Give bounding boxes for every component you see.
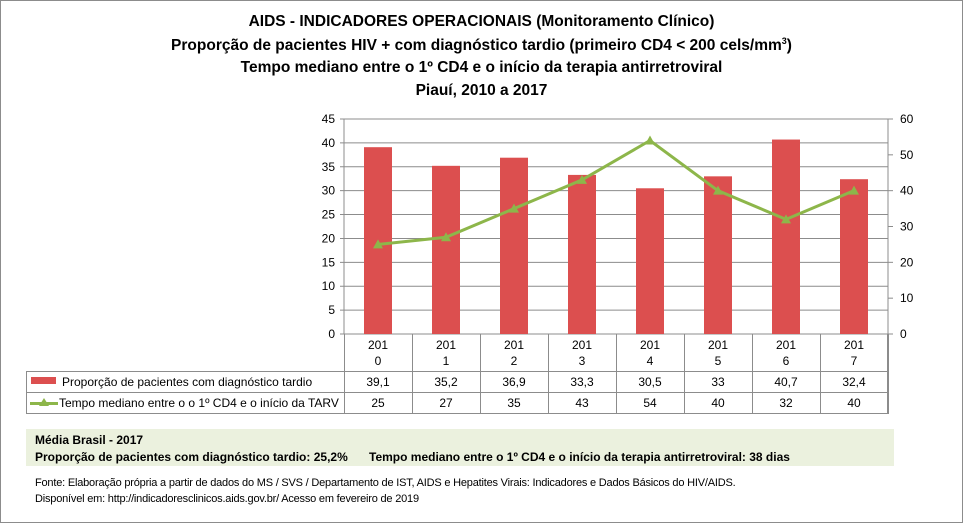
- y-left-tick-label: 40: [322, 136, 336, 150]
- y-right-tick-label: 20: [900, 255, 914, 269]
- bar-value: 39,1: [366, 375, 390, 389]
- chart-subtitle: Proporção de pacientes HIV + com diagnós…: [1, 36, 962, 55]
- line-marker: [441, 232, 451, 242]
- col-divider: [684, 334, 685, 414]
- bar-value: 40,7: [774, 375, 798, 389]
- col-divider: [412, 334, 413, 414]
- line-series: [377, 138, 855, 246]
- bar: [568, 174, 596, 334]
- y-right-tick-label: 60: [900, 112, 914, 126]
- bar-value: 33,3: [570, 375, 594, 389]
- bar-value: 32,4: [842, 375, 866, 389]
- line-value: 32: [779, 396, 793, 410]
- chart-subtitle-3: Piauí, 2010 a 2017: [415, 82, 548, 99]
- line-value: 40: [711, 396, 725, 410]
- col-divider: [480, 334, 481, 414]
- chart-title: AIDS - INDICADORES OPERACIONAIS (Monitor…: [248, 13, 715, 30]
- y-right-tick-label: 0: [900, 327, 907, 341]
- col-divider: [888, 334, 889, 414]
- line-marker: [781, 214, 791, 224]
- line-value: 54: [643, 396, 657, 410]
- col-divider: [344, 334, 345, 414]
- media-proporcao: Proporção de pacientes com diagnóstico t…: [35, 450, 348, 464]
- legend-line-marker: [39, 398, 49, 406]
- y-left-tick-label: 10: [322, 279, 336, 293]
- bar: [500, 157, 528, 334]
- legend-line-label: Tempo mediano entre o o 1º CD4 e o iníci…: [59, 396, 339, 410]
- media-title: Média Brasil - 2017: [35, 433, 144, 447]
- line-marker: [713, 185, 723, 195]
- line-value: 40: [847, 396, 861, 410]
- bar: [704, 176, 732, 334]
- legend-bar-label: Proporção de pacientes com diagnóstico t…: [62, 375, 313, 389]
- col-divider: [820, 334, 821, 414]
- bar: [636, 188, 664, 334]
- line-marker: [509, 203, 519, 213]
- chart-subtitle-2: Tempo mediano entre o 1º CD4 e o início …: [240, 59, 723, 76]
- y-right-tick-label: 50: [900, 148, 914, 162]
- subtitle-end: ): [786, 37, 792, 55]
- category-label: 201 6: [775, 338, 797, 368]
- category-label: 201 0: [367, 338, 389, 368]
- col-divider: [616, 334, 617, 414]
- y-left-tick-label: 0: [328, 327, 335, 341]
- line-marker: [373, 239, 383, 249]
- bar: [840, 179, 868, 334]
- col-divider: [752, 334, 753, 414]
- y-left-tick-label: 20: [322, 231, 336, 245]
- category-label: 201 1: [435, 338, 457, 368]
- brazil-average-box: Média Brasil - 2017 Proporção de pacient…: [26, 429, 894, 466]
- category-label: 201 3: [571, 338, 593, 368]
- bar-value: 35,2: [434, 375, 458, 389]
- category-label: 201 2: [503, 338, 525, 368]
- line-marker: [577, 174, 587, 184]
- combo-chart: 0 5 10 15 20 25 30 35 40 45 0 10 20 30 40 50 60: [322, 112, 914, 341]
- line-marker: [849, 185, 859, 195]
- row-divider: [26, 392, 888, 393]
- y-left-tick-label: 25: [322, 208, 336, 222]
- bar: [432, 165, 460, 334]
- col-divider: [548, 334, 549, 414]
- line-value: 43: [575, 396, 589, 410]
- line-value: 25: [371, 396, 385, 410]
- bar: [772, 139, 800, 334]
- subtitle-text: Proporção de pacientes HIV + com diagnós…: [171, 37, 782, 55]
- category-label: 201 7: [843, 338, 865, 368]
- y-left-tick-label: 35: [322, 160, 336, 174]
- bar-value: 36,9: [502, 375, 526, 389]
- category-label: 201 4: [639, 338, 661, 368]
- availability-note: Disponível em: http://indicadoresclinico…: [35, 493, 419, 505]
- line-value: 35: [507, 396, 521, 410]
- media-tempo: Tempo mediano entre o 1º CD4 e o início …: [369, 450, 790, 464]
- line-marker: [645, 135, 655, 145]
- subtitle-sup: 3: [781, 36, 787, 46]
- y-right-tick-label: 10: [900, 291, 914, 305]
- y-left-tick-label: 5: [328, 303, 335, 317]
- y-left-tick-label: 15: [322, 255, 336, 269]
- y-right-tick-label: 30: [900, 220, 914, 234]
- source-note: Fonte: Elaboração própria a partir de da…: [35, 477, 736, 489]
- bar-value: 33: [711, 375, 725, 389]
- line-value: 27: [439, 396, 453, 410]
- y-left-tick-label: 30: [322, 184, 336, 198]
- bar-value: 30,5: [638, 375, 662, 389]
- y-left-tick-label: 45: [322, 112, 336, 126]
- legend-bar-swatch: [31, 377, 56, 384]
- y-right-tick-label: 40: [900, 184, 914, 198]
- category-label: 201 5: [707, 338, 729, 368]
